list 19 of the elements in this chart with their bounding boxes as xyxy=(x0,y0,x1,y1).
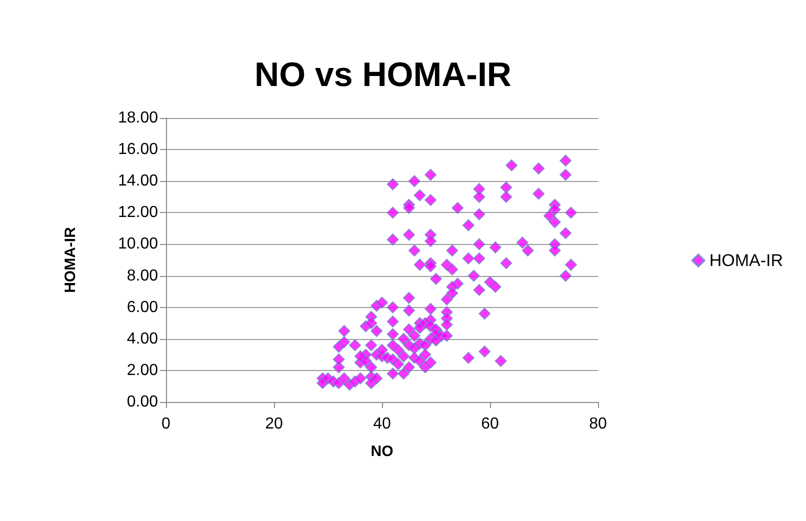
chart-title: NO vs HOMA-IR xyxy=(254,56,512,94)
y-tick-label: 18.00 xyxy=(118,110,158,126)
x-tick-label: 60 xyxy=(481,416,499,432)
y-tick-label: 12.00 xyxy=(118,204,158,222)
y-tick-label: 2.00 xyxy=(126,362,158,379)
x-axis-title: NO xyxy=(370,443,394,460)
y-tick-label: 16.00 xyxy=(118,141,158,158)
y-tick-label: 8.00 xyxy=(126,267,158,284)
legend-label: HOMA-IR xyxy=(709,251,784,270)
x-tick-label: 0 xyxy=(162,416,171,432)
x-tick-label: 80 xyxy=(589,416,607,432)
y-axis-title: HOMA-IR xyxy=(62,226,79,293)
x-tick-label: 20 xyxy=(265,416,283,432)
y-tick-label: 4.00 xyxy=(126,330,158,348)
y-tick-label: 10.00 xyxy=(118,236,158,253)
y-tick-label: 6.00 xyxy=(126,298,158,316)
x-tick-label: 40 xyxy=(373,416,391,432)
y-tick-label: 0.00 xyxy=(126,394,158,410)
y-tick-label: 14.00 xyxy=(118,172,158,190)
